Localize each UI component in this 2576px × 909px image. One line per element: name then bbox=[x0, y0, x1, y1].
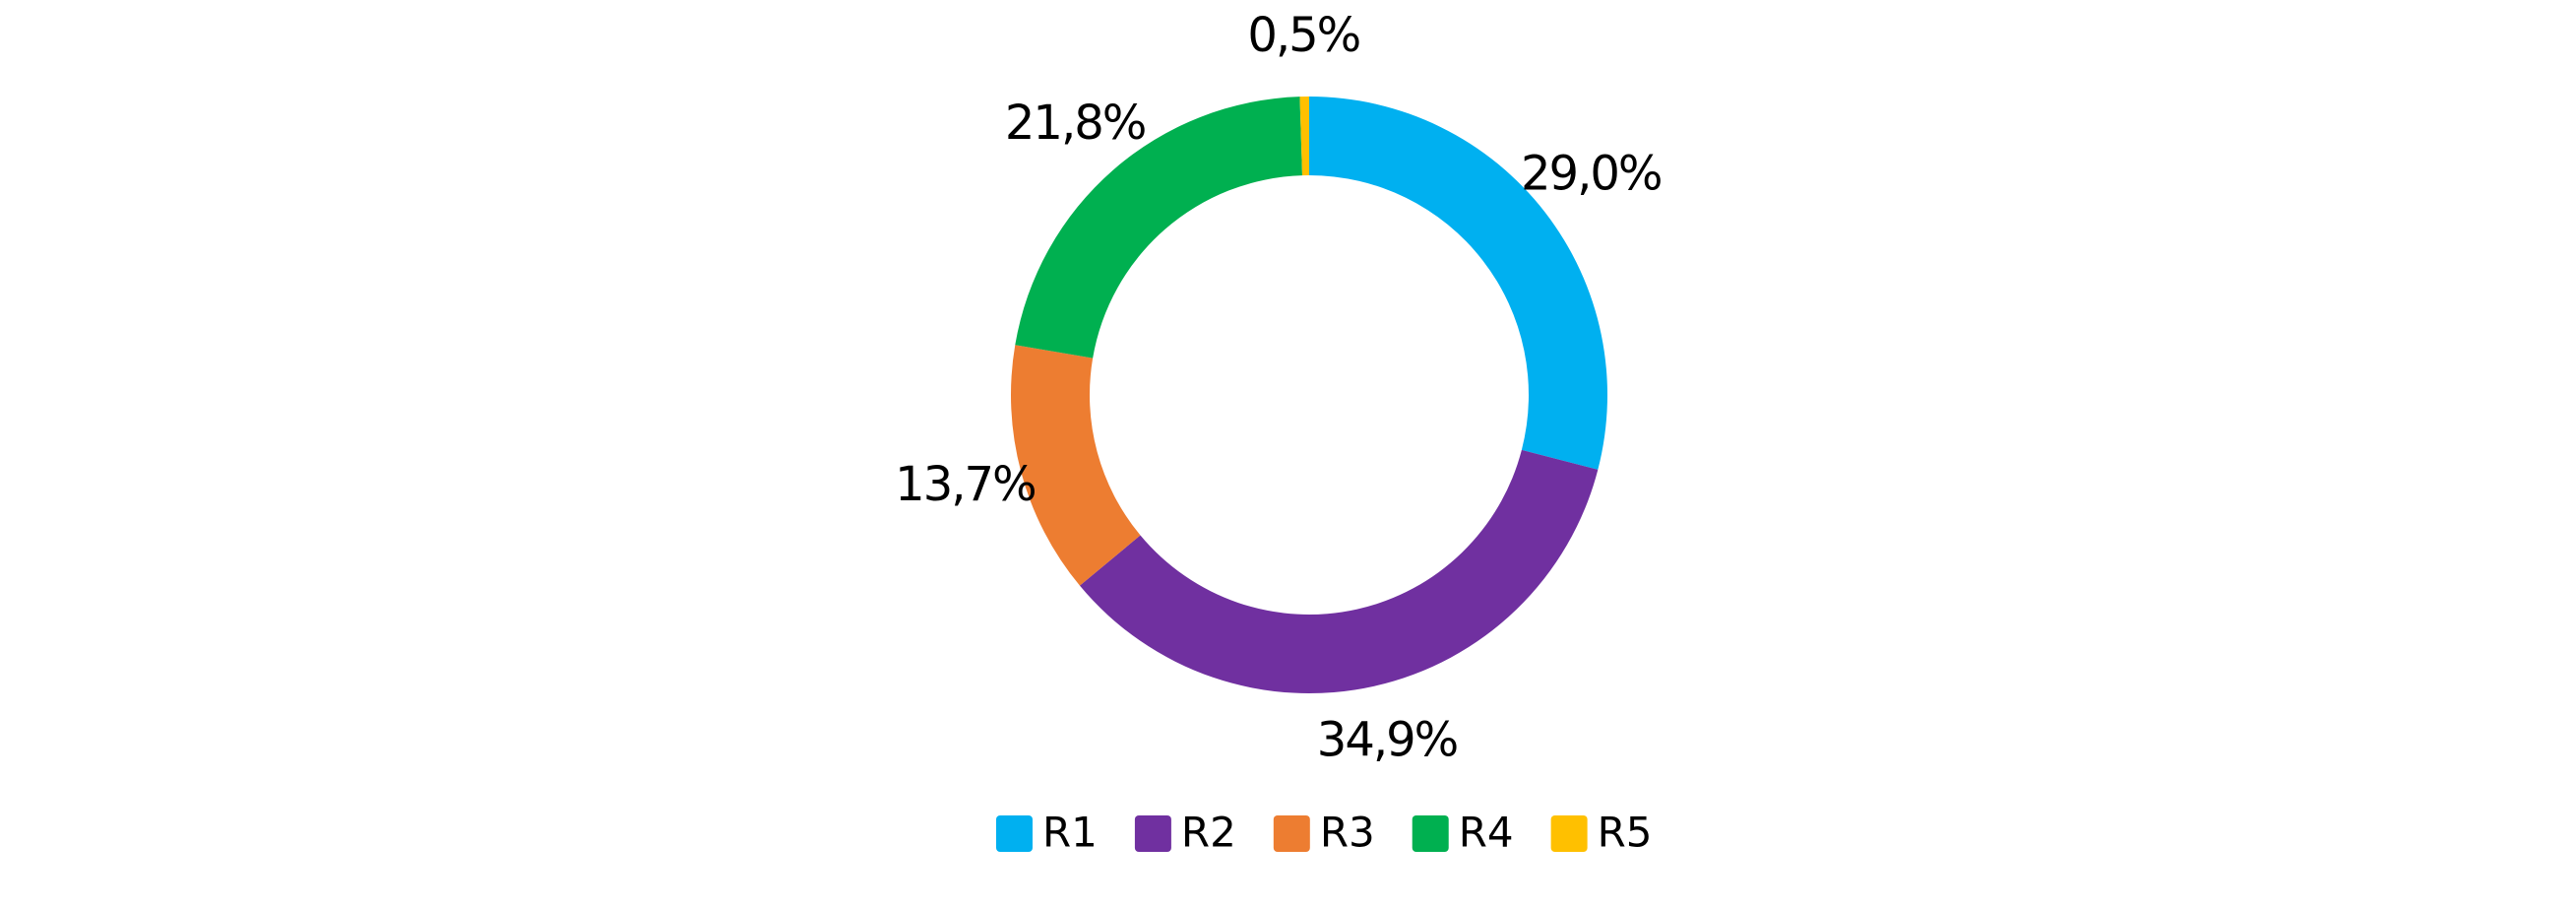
legend-swatch bbox=[1273, 815, 1310, 852]
legend-label: R3 bbox=[1320, 809, 1375, 857]
data-label: 13,7% bbox=[895, 457, 1035, 512]
legend-label: R5 bbox=[1598, 809, 1653, 857]
data-label: 0,5% bbox=[1247, 8, 1359, 63]
data-label: 21,8% bbox=[1005, 96, 1145, 151]
data-label: 34,9% bbox=[1317, 712, 1457, 767]
donut-segment bbox=[1015, 97, 1302, 358]
donut-segment bbox=[1299, 97, 1309, 176]
data-label: 29,0% bbox=[1521, 146, 1661, 201]
donut-segment bbox=[1010, 345, 1141, 586]
legend-swatch bbox=[1412, 815, 1449, 852]
legend-swatch bbox=[1550, 815, 1588, 852]
legend-swatch bbox=[996, 815, 1033, 852]
legend-label: R4 bbox=[1459, 809, 1514, 857]
legend-label: R1 bbox=[1042, 809, 1098, 857]
legend-swatch bbox=[1134, 815, 1171, 852]
donut-segment bbox=[1309, 97, 1607, 470]
legend-label: R2 bbox=[1181, 809, 1236, 857]
donut-segment bbox=[1079, 449, 1599, 694]
